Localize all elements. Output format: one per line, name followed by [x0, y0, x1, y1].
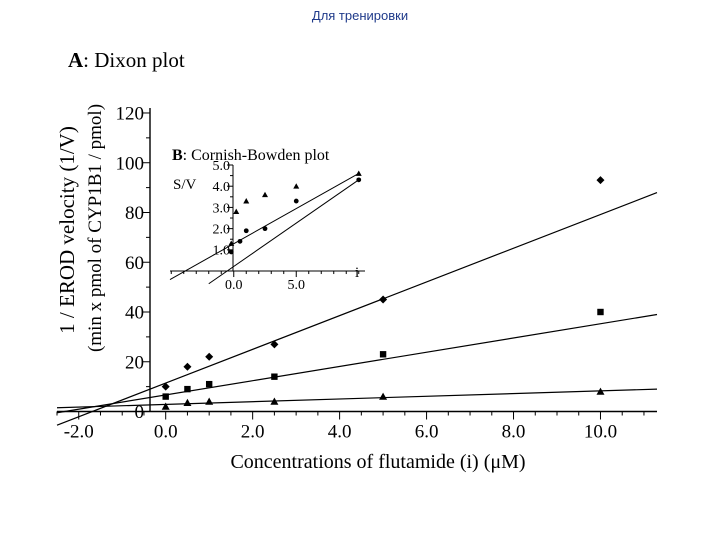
x-tick-label: 10.0	[584, 422, 617, 443]
data-point-circle	[356, 177, 362, 183]
data-point-diamond	[270, 340, 279, 349]
y-tick-label: 20	[125, 352, 144, 373]
y-tick-label: 5.0	[213, 159, 231, 174]
x-tick-label: 4.0	[328, 422, 352, 443]
x-tick-label: 6.0	[415, 422, 439, 443]
y-tick-label: 0	[135, 402, 145, 423]
data-point-square	[205, 380, 213, 388]
x-tick-label: 8.0	[502, 422, 526, 443]
x-tick-label: 0.0	[154, 422, 178, 443]
data-point-triangle	[228, 240, 235, 246]
data-point-circle	[237, 238, 243, 244]
y-tick-label: 2.0	[213, 223, 231, 238]
x-tick-label: 5.0	[288, 278, 306, 293]
x-tick-label: 2.0	[241, 422, 265, 443]
dixon-y-axis-label: 1 / EROD velocity (1/V)	[55, 126, 79, 334]
data-point-square	[597, 308, 604, 316]
x-tick-label: -2.0	[64, 422, 94, 443]
cornish-bowden-y-axis-label: S/V	[173, 177, 197, 193]
cornish-bowden-tick-labels: 0.0 5.0 1.0 2.0 3.0 4.0 5.0	[213, 159, 306, 293]
dixon-title: A: Dixon plot	[68, 48, 185, 72]
data-point-triangle	[262, 191, 268, 198]
y-tick-label: 1.0	[213, 244, 231, 259]
cornish-bowden-data-points	[228, 170, 362, 255]
cornish-bowden-axes	[170, 164, 365, 278]
data-point-triangle	[243, 198, 250, 204]
data-point-diamond	[596, 176, 605, 185]
dixon-tick-labels: -2.0 0.0 2.0 4.0 6.0 8.0 10.0 0 20 40 60 80 100 120	[64, 104, 617, 443]
data-point-square	[162, 393, 169, 400]
data-point-square	[379, 351, 387, 358]
data-point-triangle	[270, 397, 279, 405]
fit-line	[208, 179, 360, 285]
data-point-square	[184, 385, 191, 393]
fit-line	[56, 313, 658, 414]
data-point-circle	[228, 249, 234, 255]
y-tick-label: 120	[116, 104, 145, 125]
data-point-triangle	[379, 392, 388, 400]
y-tick-label: 100	[116, 153, 145, 174]
y-tick-label: 40	[125, 303, 144, 324]
dixon-y-axis-label-units: (min x pmol of CYP1B1 / pmol)	[85, 104, 106, 352]
fit-line	[56, 192, 658, 426]
y-tick-label: 4.0	[213, 180, 231, 195]
data-point-circle	[293, 198, 299, 204]
dixon-axes	[56, 108, 657, 420]
data-point-triangle	[205, 397, 214, 405]
data-point-diamond	[183, 362, 192, 371]
data-point-triangle	[161, 402, 170, 410]
x-tick-label: 0.0	[225, 278, 243, 293]
data-point-diamond	[379, 295, 388, 304]
data-point-circle	[243, 228, 249, 234]
data-point-triangle	[596, 387, 605, 395]
fit-line	[56, 388, 658, 409]
data-point-triangle	[355, 170, 362, 176]
cornish-bowden-title: B: Cornish-Bowden plot	[172, 147, 330, 164]
data-point-triangle	[183, 398, 192, 407]
dixon-data-points	[161, 176, 605, 410]
cornish-bowden-x-axis-label: i	[355, 265, 359, 281]
data-point-square	[271, 373, 278, 380]
data-point-triangle	[293, 183, 300, 189]
y-tick-label: 3.0	[213, 201, 231, 216]
data-point-triangle	[233, 208, 240, 215]
y-tick-label: 80	[125, 203, 144, 224]
data-point-diamond	[161, 382, 170, 391]
data-point-diamond	[205, 352, 214, 361]
dixon-fit-lines	[56, 192, 658, 426]
slide-title: Для тренировки	[311, 8, 409, 23]
dixon-x-axis-label: Concentrations of flutamide (i) (μM)	[230, 451, 525, 473]
y-tick-label: 60	[125, 253, 144, 274]
data-point-circle	[262, 226, 268, 232]
